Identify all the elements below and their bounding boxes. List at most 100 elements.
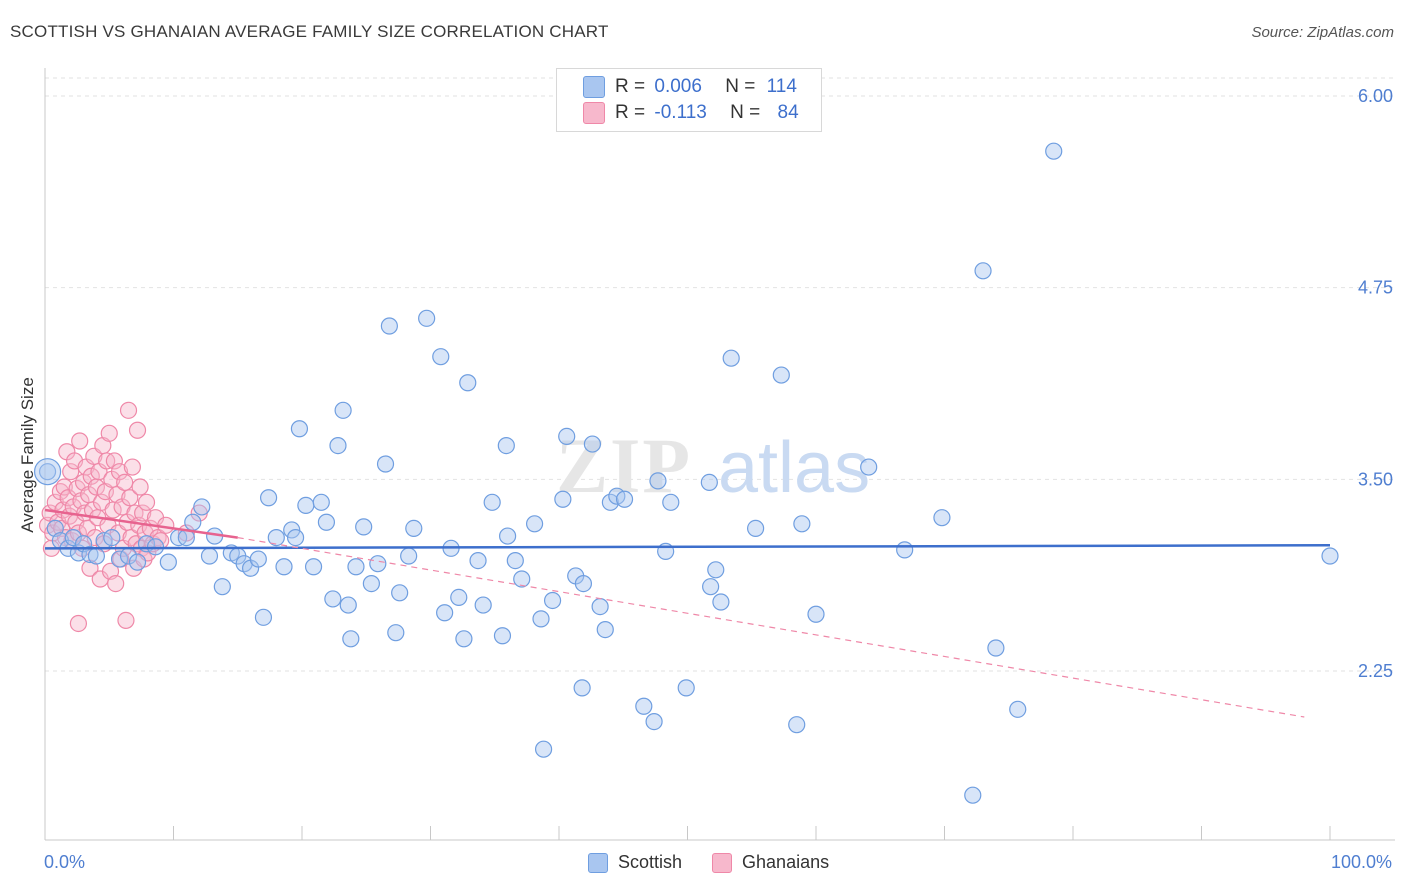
ghanaians-point [117,611,135,630]
scottish-point [615,490,634,508]
trend-lines [44,508,1331,718]
scottish-point [493,627,512,645]
scottish-point [267,528,285,547]
scottish-point [64,528,82,547]
scottish-point [110,550,129,568]
ghanaians-point [107,574,125,593]
scottish-point [807,605,825,623]
n-label: N = [725,76,756,97]
ghanaians-point [137,493,156,511]
ghanaians-point [62,463,80,481]
scottish-point [290,420,309,438]
scottish-point [259,489,278,507]
scottish-point [369,555,387,573]
scottish-point [788,716,806,734]
ghanaians-point [134,504,152,522]
ghanaians-swatch [583,102,605,124]
scottish-point [418,309,436,327]
scottish-point [933,509,951,527]
scottish-point [573,679,591,697]
scottish-point [649,472,667,490]
source-credit: Source: ZipAtlas.com [1251,24,1394,41]
ghanaians-point [71,432,89,450]
y-tick-label: 6.00 [1358,86,1393,106]
ghanaians-point [123,458,141,476]
scottish-point [324,590,342,608]
x-tick-label-max: 100.0% [1330,852,1392,872]
y-tick-label: 4.75 [1358,278,1393,298]
scottish-point [391,584,409,602]
scottish-point [317,513,336,531]
scottish-point [532,610,550,628]
scottish-point [707,561,725,579]
r-label: R = [615,102,646,123]
scottish-point [286,528,305,547]
y-tick-label: 3.50 [1358,469,1393,489]
scottish-point [405,519,423,538]
scottish-point [128,553,147,571]
scottish-point [554,490,572,508]
scottish-point [459,374,477,392]
ghanaians-point [53,519,71,538]
ghanaians-point [128,421,147,439]
legend-item-scottish[interactable]: Scottish [588,852,682,873]
scottish-point [455,630,473,648]
scottish-point [543,591,562,610]
scottish-point [1045,142,1063,160]
scottish-point [339,596,357,614]
scottish-point [304,558,323,576]
scottish-point [896,541,914,559]
ghanaians-point [131,478,149,496]
scottish-point [677,679,695,697]
ghanaians-swatch [712,852,733,873]
scottish-point [860,458,878,476]
ghanaians-point [121,489,139,507]
scottish-point [601,493,620,511]
scottish-point [596,620,614,639]
scottish-point [33,458,62,486]
scottish-swatch [588,852,608,873]
scottish-point [987,639,1005,657]
y-tick-labels: 2.25 3.50 4.75 6.00 [1358,86,1393,681]
scottish-point [297,496,315,514]
ghanaians-point [100,424,118,442]
scottish-point [400,547,418,565]
scottish-point [376,455,395,473]
ghanaians-point [105,452,123,470]
scottish-point [184,513,202,531]
scottish-point [662,493,680,511]
scottish-point [213,578,231,596]
scottish-point [793,515,811,533]
scottish-point [474,596,492,614]
scottish-point [483,493,501,511]
scottish-point [1321,547,1339,565]
scottish-point [591,597,609,616]
y-tick-label: 2.25 [1358,661,1393,681]
ghanaians-point [69,614,88,633]
chart-title: SCOTTISH VS GHANAIAN AVERAGE FAMILY SIZE… [10,22,609,41]
scottish-point [254,608,273,626]
axes [44,68,1395,841]
scottish-point [506,551,524,570]
scottish-point [312,493,330,511]
ghanaians-point [119,401,138,419]
ghanaians-point [55,478,73,496]
legend-item-ghanaians[interactable]: Ghanaians [712,852,829,873]
scottish-point [513,570,531,588]
scottish-swatch [583,76,605,98]
legend-label-scottish: Scottish [618,852,683,872]
stats-legend: R = 0.006 N = 114 R = -0.113 N = 84 [556,68,822,132]
scottish-point [964,786,982,804]
n-value-scottish: 114 [766,76,797,97]
scottish-point [432,348,450,366]
scottish-point [200,547,219,565]
scottish-point [525,515,544,533]
scottish-point [772,366,790,384]
scottish-point [974,262,992,280]
scottish-point [497,437,515,455]
scottish-point [558,427,576,445]
scottish-point [583,435,602,453]
scottish-point [193,498,211,516]
scottish-point [103,528,121,547]
